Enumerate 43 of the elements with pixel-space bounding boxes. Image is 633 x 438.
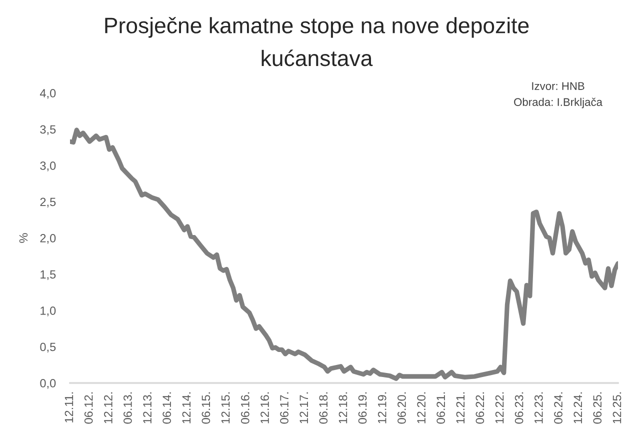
x-tick-label: 12.23. (534, 392, 543, 424)
y-tick-label: 2,5 (40, 198, 56, 208)
x-tick-label: 12.16. (260, 392, 269, 424)
x-tick-label: 12.25. (612, 392, 622, 424)
x-tick-label: 12.24. (574, 392, 582, 424)
x-tick-label: 12.14. (182, 392, 190, 424)
y-tick-label: 3,5 (40, 125, 56, 136)
y-tick-label: 4,0 (40, 89, 56, 99)
x-tick-label: 06.19. (358, 392, 367, 424)
x-tick-label: 12.19. (378, 392, 386, 424)
x-tick-label: 12.15. (221, 392, 230, 424)
x-tick-label: 06.20. (398, 392, 406, 424)
x-tick-label: 06.24. (554, 392, 562, 424)
x-tick-label: 12.18. (338, 392, 348, 424)
x-tick-label: 06.22. (476, 392, 484, 424)
x-tick-label: 12.22. (495, 392, 504, 424)
x-tick-label: 06.18. (319, 392, 328, 424)
y-tick-label: 0,0 (40, 379, 56, 389)
chart-title: Prosječne kamatne stope na nove depozite kućanstava (105, 17, 529, 66)
x-tick-label: 06.13. (124, 392, 132, 424)
x-tick-label: 06.23. (514, 392, 524, 424)
x-tick-label: 06.15. (202, 392, 210, 424)
y-tick-label: 3,0 (40, 162, 56, 172)
x-tick-label: 12.20. (417, 392, 426, 424)
annotation: Obrada: I.Brkljača (514, 98, 602, 108)
x-tick-label: 06.25. (593, 392, 602, 424)
x-tick-label: 06.17. (280, 392, 288, 424)
x-tick-label: 12.11. (64, 392, 74, 422)
y-tick-label: 0,5 (40, 342, 56, 353)
x-tick-label: 06.12. (84, 392, 93, 424)
line-series (70, 128, 618, 381)
x-tick-label: 06.14. (162, 392, 172, 424)
y-axis-title: % (19, 233, 28, 243)
x-tick-label: 12.21. (456, 392, 464, 424)
y-tick-label: 1,5 (40, 270, 56, 280)
y-tick-label: 1,0 (40, 306, 56, 316)
x-tick-label: 06.21. (436, 392, 446, 424)
text: Izvor: HNB (532, 82, 584, 90)
x-tick-label: 12.17. (300, 392, 308, 424)
x-tick-label: 06.16. (240, 392, 250, 424)
x-tick-label: 12.12. (104, 392, 112, 424)
x-tick-label: 12.13. (143, 392, 152, 424)
y-tick-label: 2,0 (40, 234, 56, 244)
